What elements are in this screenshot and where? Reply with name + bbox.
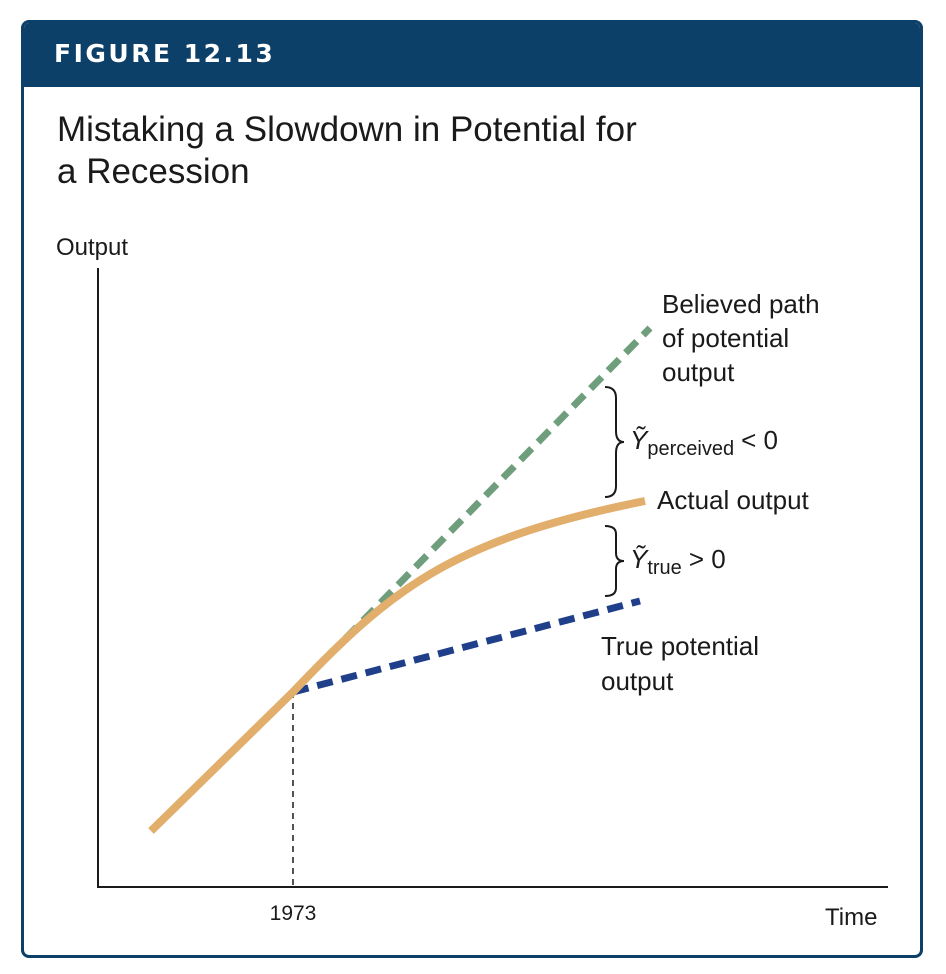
true-potential-line xyxy=(292,597,641,696)
x-axis-label: Time xyxy=(825,904,877,931)
actual-output-line xyxy=(148,497,646,834)
true-potential-label: True potential output xyxy=(601,631,766,696)
figure-header: FIGURE 12.13 xyxy=(24,23,920,87)
figure-title-line1: Mistaking a Slowdown in Potential for xyxy=(57,110,637,149)
figure-frame: FIGURE 12.13 Mistaking a Slowdown in Pot… xyxy=(21,20,923,958)
perceived-gap-label: Ỹperceived < 0 xyxy=(630,425,778,460)
figure-title-line2: a Recession xyxy=(57,152,250,191)
y-axis-label: Output xyxy=(56,234,128,261)
believed-potential-label: Believed path of potential output xyxy=(662,289,827,387)
true-gap-brace xyxy=(604,525,625,597)
actual-output-label: Actual output xyxy=(657,485,810,515)
figure-number: FIGURE 12.13 xyxy=(54,39,276,68)
true-gap-label: Ỹtrue > 0 xyxy=(630,544,726,579)
year-1973-label: 1973 xyxy=(270,902,317,925)
figure-title: Mistaking a Slowdown in Potential for a … xyxy=(57,109,817,193)
perceived-gap-brace xyxy=(604,386,625,498)
